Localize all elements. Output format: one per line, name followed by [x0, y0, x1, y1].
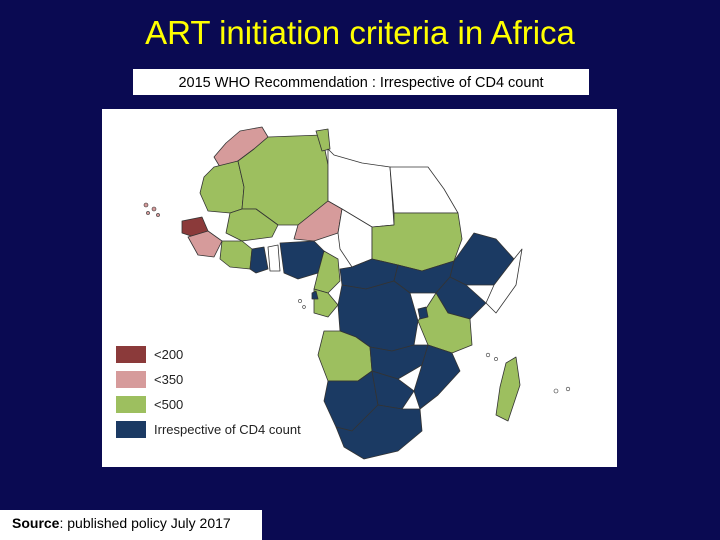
region-benin: [267, 244, 281, 272]
source-text: : published policy July 2017: [59, 515, 231, 531]
legend-label: <350: [154, 371, 184, 387]
legend: <200 <350 <500 Irrespective of CD4 count: [116, 342, 376, 442]
region-nigeria: [279, 240, 325, 280]
source-label: Source: [12, 515, 60, 531]
region-ghana: [249, 246, 269, 274]
legend-item-lt350: <350: [116, 367, 376, 391]
region-rwanda: [417, 306, 429, 320]
africa-map: [143, 126, 571, 460]
legend-item-lt500: <500: [116, 392, 376, 416]
legend-swatch: [116, 370, 146, 388]
region-tanzania: [417, 292, 473, 354]
region-cape-verde: [143, 202, 160, 217]
legend-label: Irrespective of CD4 count: [154, 421, 301, 437]
region-indian-ocean-islands: [485, 352, 571, 394]
subtitle-box: 2015 WHO Recommendation : Irrespective o…: [133, 69, 589, 95]
region-botswana: [371, 370, 415, 410]
africa-map-panel: <200 <350 <500 Irrespective of CD4 count: [102, 109, 617, 467]
region-mauritania: [199, 160, 245, 214]
legend-item-irrespective: Irrespective of CD4 count: [116, 417, 376, 441]
slide-title: ART initiation criteria in Africa: [145, 14, 575, 51]
region-mali: [225, 208, 279, 242]
region-eq-guinea: [311, 290, 319, 300]
legend-item-lt200: <200: [116, 342, 376, 366]
region-egypt: [389, 166, 459, 214]
legend-label: <500: [154, 396, 184, 412]
region-tunisia: [315, 128, 331, 152]
region-south-africa: [335, 404, 423, 460]
source-note: Source: published policy July 2017: [0, 510, 262, 540]
legend-swatch: [116, 420, 146, 438]
region-somalia: [485, 248, 523, 314]
region-madagascar: [495, 356, 521, 422]
legend-swatch: [116, 345, 146, 363]
region-burkina: [219, 240, 253, 270]
subtitle-text: 2015 WHO Recommendation : Irrespective o…: [178, 75, 544, 91]
region-guinea: [187, 230, 223, 258]
region-mozambique: [413, 344, 461, 410]
region-gabon: [313, 288, 339, 318]
legend-label: <200: [154, 346, 184, 362]
region-sao-tome: [298, 299, 306, 309]
legend-swatch: [116, 395, 146, 413]
